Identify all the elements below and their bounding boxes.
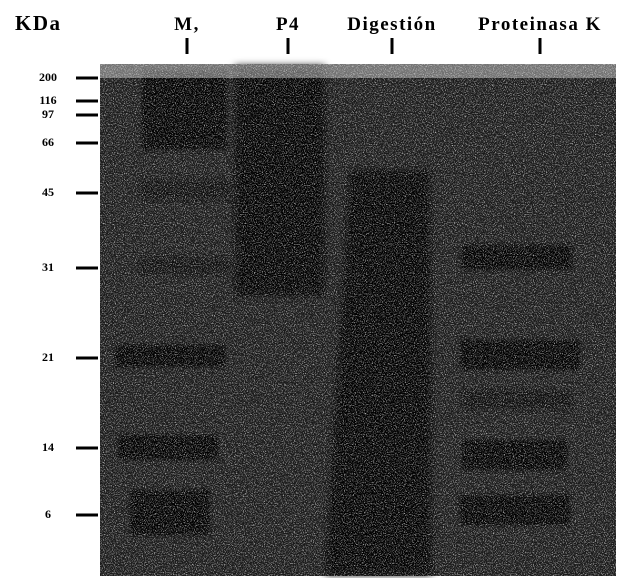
- marker-label: 66: [42, 135, 54, 149]
- lane-label: M,: [174, 14, 200, 35]
- lane-label: P4: [276, 14, 300, 35]
- marker-label: 21: [42, 350, 54, 364]
- marker-label: 97: [42, 107, 54, 121]
- marker-label: 200: [39, 70, 57, 84]
- lane-label: Digestión: [347, 14, 437, 35]
- marker-label: 6: [45, 507, 51, 521]
- lane-labels: M, P4 Digestión Proteinasa K: [174, 14, 602, 54]
- well-edge: [100, 64, 616, 78]
- marker-label: 116: [39, 93, 56, 107]
- marker-label: 31: [42, 260, 54, 274]
- marker-label: 45: [42, 185, 54, 199]
- gel: [100, 64, 616, 576]
- lane-label: Proteinasa K: [478, 14, 602, 35]
- marker-label: 14: [42, 440, 54, 454]
- gel-noise: [100, 64, 616, 576]
- unit-label: KDa: [15, 11, 62, 35]
